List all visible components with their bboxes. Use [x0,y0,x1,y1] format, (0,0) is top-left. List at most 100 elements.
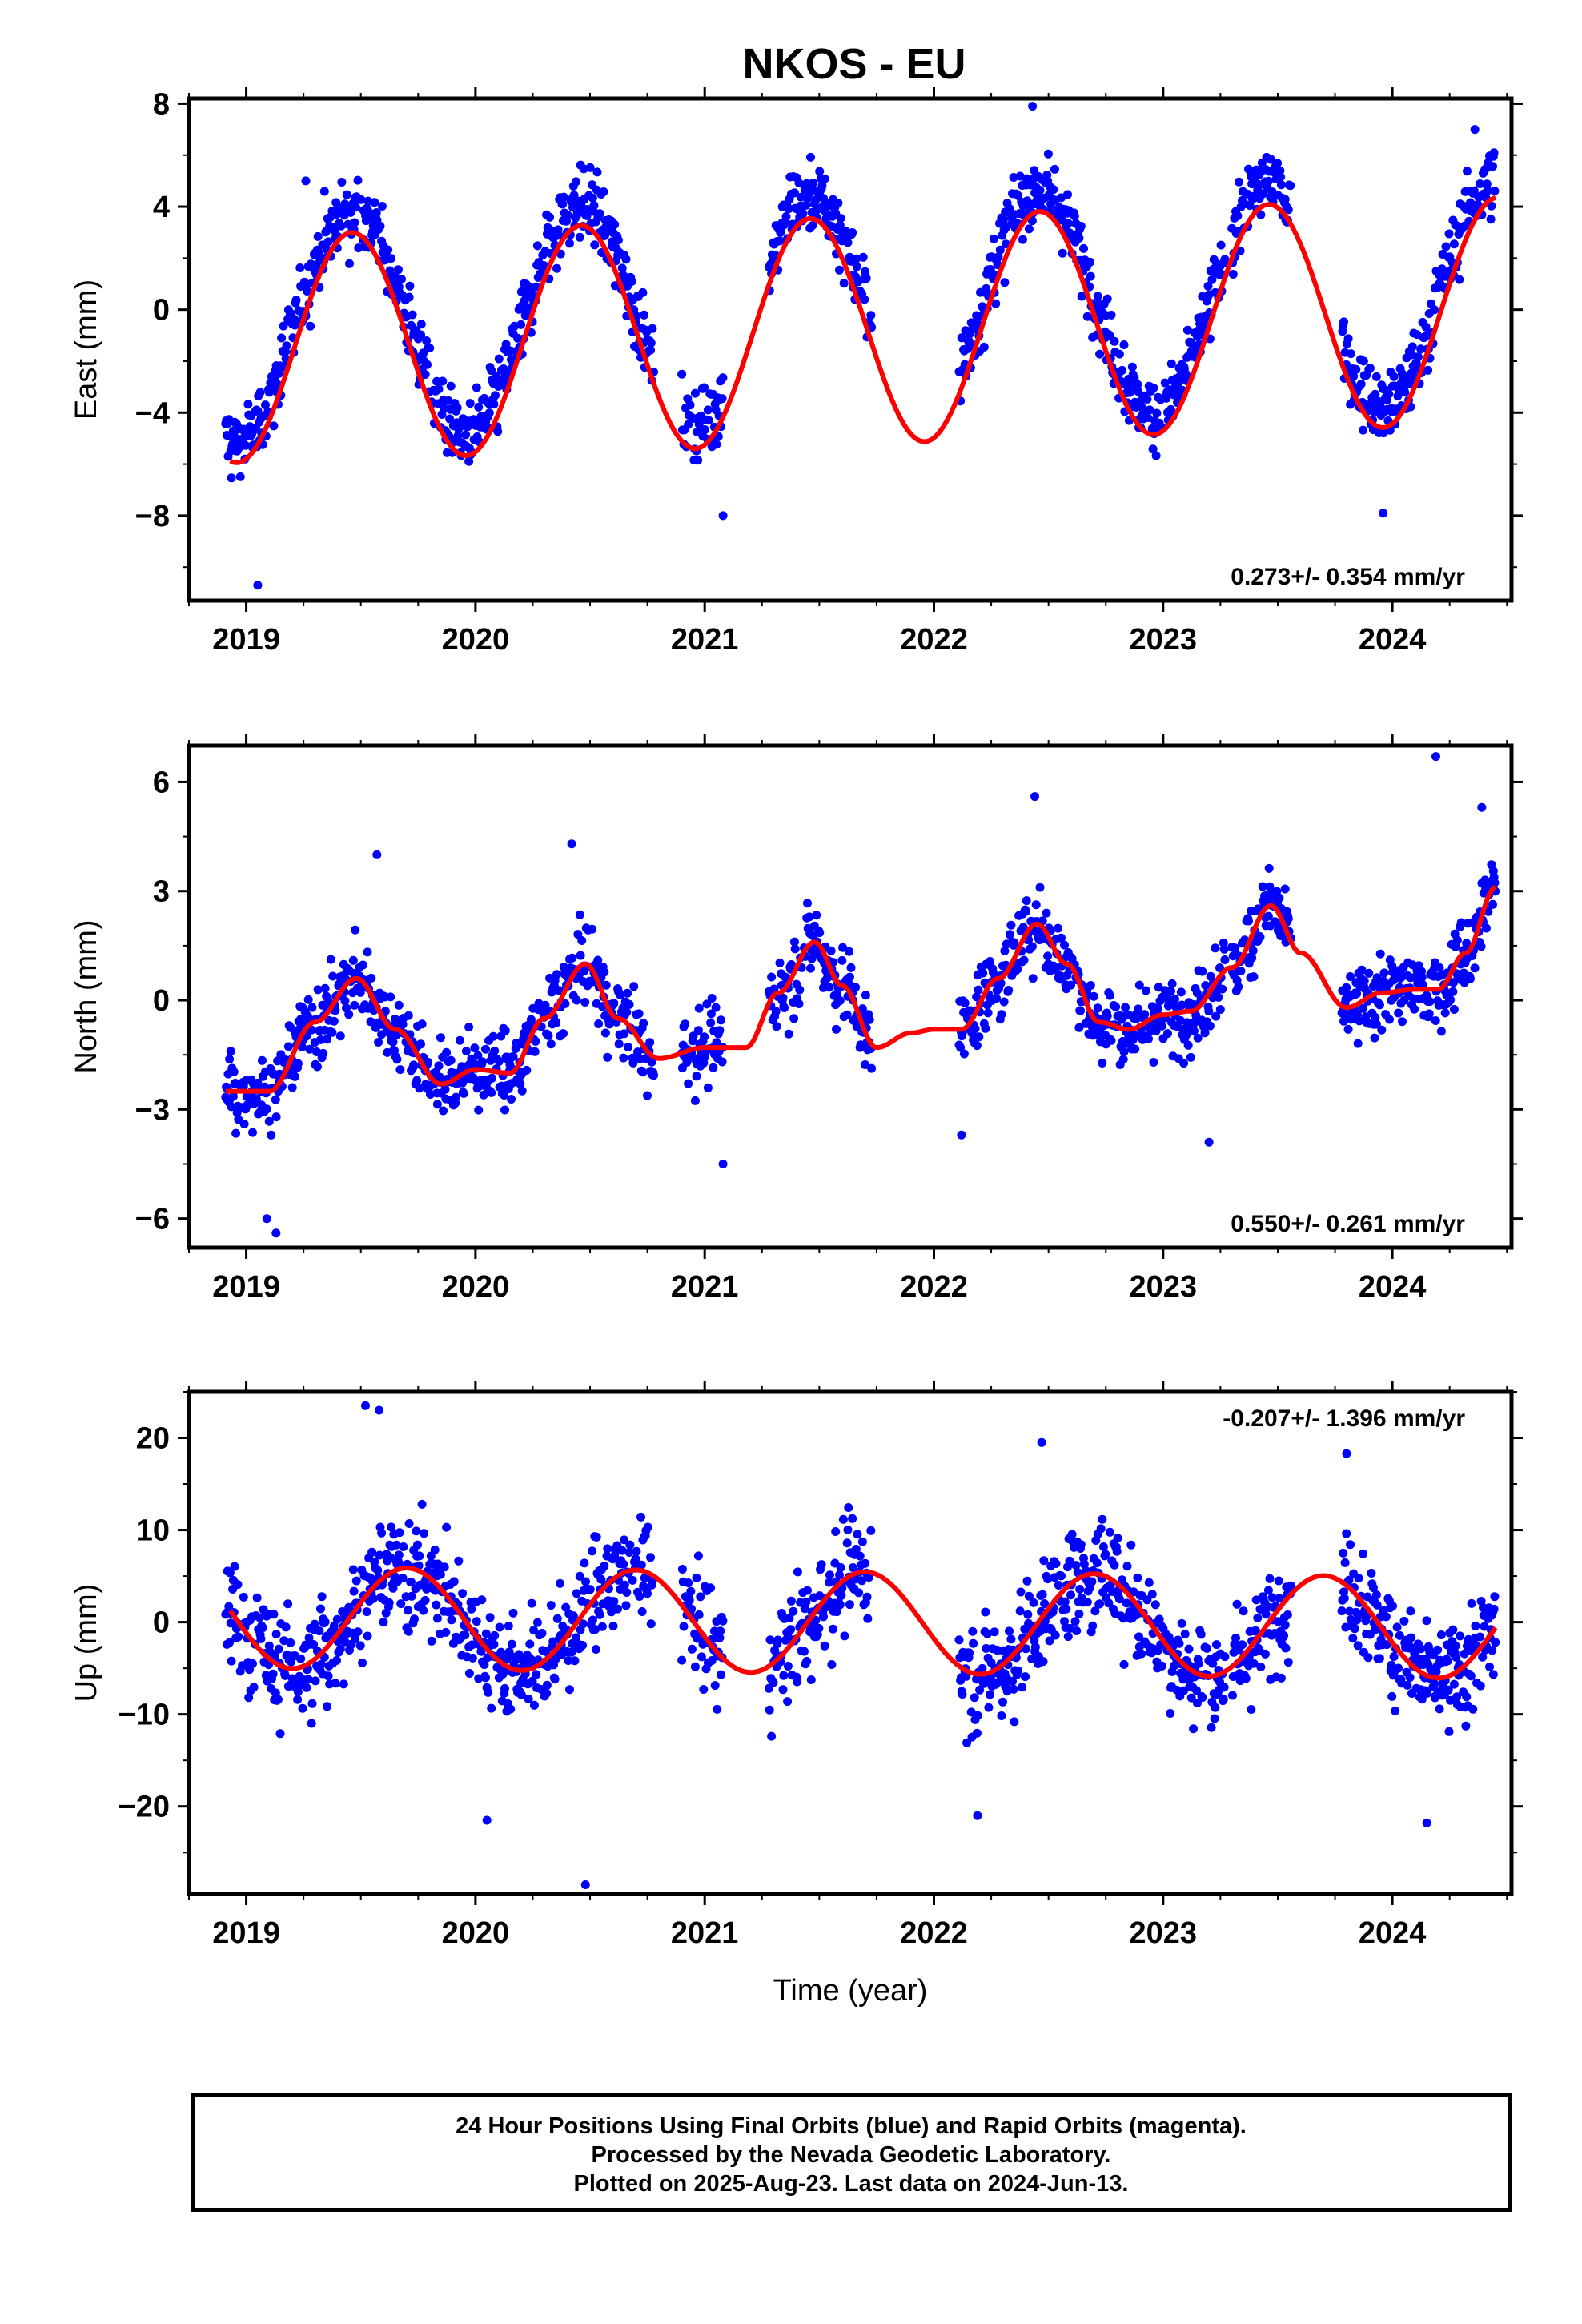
data-point [1391,1706,1400,1715]
data-point [303,1675,313,1684]
data-point [718,1160,728,1168]
data-point [1021,907,1030,916]
data-point [489,400,499,409]
data-point [416,320,426,329]
data-point [627,276,636,286]
data-point [648,324,657,333]
data-point [1074,1023,1084,1032]
data-point [1076,1540,1086,1550]
data-point [395,1528,404,1538]
data-point [1134,980,1144,990]
data-point [857,1576,867,1586]
data-point [783,1662,793,1671]
data-point [1273,1617,1283,1626]
data-point [1024,224,1034,234]
data-point [1179,1059,1189,1068]
data-point [1441,242,1451,251]
data-point [1359,1003,1368,1013]
data-point [388,1583,398,1593]
data-point [765,1635,775,1645]
data-point [986,265,995,274]
data-point [249,1683,259,1692]
y-tick-label: 10 [136,1514,170,1548]
data-point [1071,1561,1081,1570]
data-point [1476,1681,1485,1691]
data-point [803,899,812,908]
data-point [391,1540,401,1550]
data-point [800,1604,809,1614]
data-point [1016,1587,1026,1597]
data-point [1416,344,1426,354]
data-point [420,1529,428,1538]
data-point [1022,1576,1032,1586]
data-point [1423,1688,1432,1698]
data-point [1449,1679,1459,1689]
data-point [1192,1686,1202,1695]
data-point [783,1697,793,1707]
data-point [408,310,417,320]
data-point [613,235,623,245]
data-point [1030,1642,1040,1652]
data-point [468,1653,477,1663]
data-point [1485,1662,1494,1671]
data-point [361,1401,370,1410]
data-point [293,1059,303,1068]
data-point [1435,1704,1444,1714]
data-point [1000,946,1010,955]
data-point [1371,372,1381,381]
data-point [1024,1591,1034,1601]
data-point [323,1035,331,1044]
data-point [1110,336,1119,346]
data-point [229,1067,239,1076]
data-point [960,999,970,1008]
data-point [1196,1630,1206,1639]
data-point [1121,1003,1130,1012]
data-point [600,1562,609,1570]
data-point [1200,1028,1210,1038]
data-point [1098,1059,1107,1068]
data-point [1377,1025,1387,1035]
data-point [506,1704,516,1714]
data-point [339,1679,348,1689]
data-point [831,1527,841,1536]
data-point [954,1635,964,1645]
footer-line-3: Plotted on 2025-Aug-23. Last data on 202… [573,2171,1129,2197]
data-point [485,1613,495,1622]
data-point [1118,365,1127,375]
data-point [446,381,456,391]
data-point [592,1532,601,1542]
data-point [1211,943,1220,953]
data-point [1019,955,1029,965]
data-point [628,1058,638,1068]
data-point [959,1049,969,1059]
data-point [808,221,817,231]
data-point [700,1032,709,1042]
data-point [590,240,600,250]
data-point [351,1576,361,1586]
data-point [718,373,728,383]
data-point [1198,1693,1207,1703]
data-point [576,951,585,960]
data-point [1251,1626,1260,1635]
data-point [1192,1699,1202,1708]
data-point [413,1540,422,1550]
data-point [1082,1598,1092,1607]
data-point [1065,1556,1074,1566]
y-tick-label: 0 [153,294,170,328]
data-point [432,1100,442,1109]
data-point [323,1671,333,1681]
data-point [588,1546,597,1556]
data-point [1137,1649,1146,1659]
data-point [1088,1621,1098,1630]
data-point [677,1565,687,1574]
data-point [974,985,983,995]
data-point [481,1629,491,1638]
data-point [795,985,805,995]
data-point [1219,944,1229,954]
data-point [575,232,584,242]
data-point [812,911,821,920]
data-point [629,982,639,991]
data-point [1456,918,1466,927]
data-point [507,1639,516,1649]
data-point [572,1589,581,1598]
